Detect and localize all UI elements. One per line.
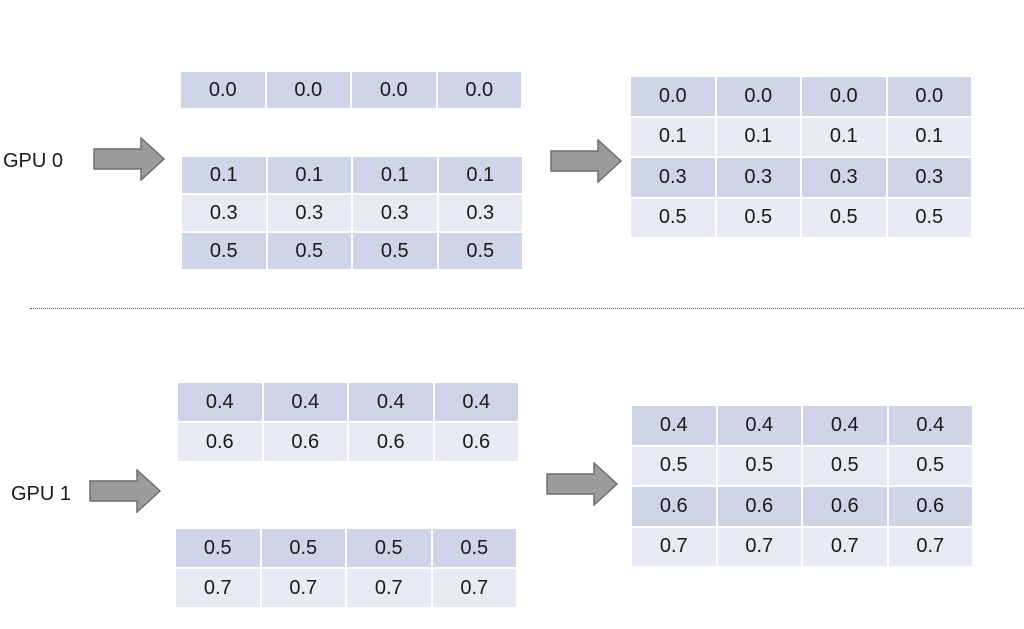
gpu0-label: GPU 0: [3, 150, 64, 172]
table-cell: 0.1: [436, 155, 524, 195]
table-cell: 0.0: [264, 70, 352, 110]
table-cell: 0.3: [885, 156, 973, 199]
table-cell: 0.3: [265, 193, 353, 233]
gpu0-input-bottom-table: 0.1 0.1 0.1 0.1 0.3 0.3 0.3 0.3 0.5 0.5 0.5 0.5: [180, 155, 524, 271]
gpu0-output-arrow-icon: [550, 139, 622, 183]
table-cell: 0.5: [715, 444, 803, 487]
table-cell: 0.5: [800, 196, 888, 239]
table-cell: 0.5: [430, 527, 518, 569]
table-row: 0.7 0.7 0.7 0.7: [174, 567, 518, 609]
gpu1-input-top-table: 0.4 0.4 0.4 0.4 0.6 0.6 0.6 0.6: [176, 381, 520, 463]
table-row: 0.4 0.4 0.4 0.4: [176, 381, 520, 423]
table-cell: 0.5: [351, 231, 439, 271]
table-cell: 0.6: [261, 421, 349, 463]
table-cell: 0.3: [180, 193, 268, 233]
gpu1-label: GPU 1: [11, 483, 72, 505]
table-cell: 0.1: [351, 155, 439, 195]
table-row: 0.0 0.0 0.0 0.0: [629, 75, 973, 118]
table-cell: 0.5: [345, 527, 433, 569]
gpu1-input-bottom-table: 0.5 0.5 0.5 0.5 0.7 0.7 0.7 0.7: [174, 527, 518, 609]
table-cell: 0.6: [715, 485, 803, 528]
table-cell: 0.0: [435, 70, 523, 110]
table-cell: 0.7: [259, 567, 347, 609]
table-row: 0.0 0.0 0.0 0.0: [179, 70, 523, 110]
table-cell: 0.0: [350, 70, 438, 110]
table-cell: 0.0: [629, 75, 717, 118]
table-cell: 0.3: [351, 193, 439, 233]
table-cell: 0.3: [629, 156, 717, 199]
table-row: 0.3 0.3 0.3 0.3: [180, 193, 524, 233]
table-cell: 0.1: [714, 115, 802, 158]
gpu0-input-arrow-icon: [93, 137, 165, 181]
table-cell: 0.5: [885, 196, 973, 239]
table-row: 0.4 0.4 0.4 0.4: [630, 404, 974, 447]
table-cell: 0.7: [430, 567, 518, 609]
table-cell: 0.3: [714, 156, 802, 199]
table-cell: 0.7: [345, 567, 433, 609]
table-cell: 0.6: [630, 485, 718, 528]
gpu0-output-table: 0.0 0.0 0.0 0.0 0.1 0.1 0.1 0.1 0.3 0.3 0.3 0.3 0.5 0…: [629, 75, 973, 239]
table-cell: 0.6: [801, 485, 889, 528]
table-cell: 0.3: [800, 156, 888, 199]
table-cell: 0.1: [885, 115, 973, 158]
table-cell: 0.5: [714, 196, 802, 239]
table-cell: 0.4: [261, 381, 349, 423]
table-cell: 0.4: [347, 381, 435, 423]
table-cell: 0.0: [885, 75, 973, 118]
table-row: 0.5 0.5 0.5 0.5: [629, 196, 973, 239]
table-row: 0.6 0.6 0.6 0.6: [176, 421, 520, 463]
table-cell: 0.1: [180, 155, 268, 195]
table-row: 0.5 0.5 0.5 0.5: [630, 444, 974, 487]
table-cell: 0.5: [259, 527, 347, 569]
table-cell: 0.0: [714, 75, 802, 118]
table-row: 0.1 0.1 0.1 0.1: [629, 115, 973, 158]
table-cell: 0.4: [886, 404, 974, 447]
table-cell: 0.6: [347, 421, 435, 463]
table-cell: 0.5: [801, 444, 889, 487]
table-cell: 0.1: [629, 115, 717, 158]
table-cell: 0.1: [800, 115, 888, 158]
table-row: 0.6 0.6 0.6 0.6: [630, 485, 974, 528]
gpu-divider: [30, 308, 1024, 309]
table-cell: 0.4: [432, 381, 520, 423]
table-cell: 0.7: [886, 525, 974, 568]
gpu1-output-arrow-icon: [546, 462, 618, 506]
table-cell: 0.5: [174, 527, 262, 569]
table-cell: 0.0: [179, 70, 267, 110]
table-cell: 0.3: [436, 193, 524, 233]
table-cell: 0.4: [630, 404, 718, 447]
table-cell: 0.0: [800, 75, 888, 118]
table-row: 0.5 0.5 0.5 0.5: [180, 231, 524, 271]
table-row: 0.5 0.5 0.5 0.5: [174, 527, 518, 569]
table-cell: 0.5: [886, 444, 974, 487]
table-row: 0.3 0.3 0.3 0.3: [629, 156, 973, 199]
table-cell: 0.5: [630, 444, 718, 487]
table-cell: 0.7: [630, 525, 718, 568]
table-cell: 0.4: [176, 381, 264, 423]
table-cell: 0.7: [174, 567, 262, 609]
table-cell: 0.5: [436, 231, 524, 271]
gpu1-input-arrow-icon: [89, 469, 161, 513]
gpu0-input-top-table: 0.0 0.0 0.0 0.0: [179, 70, 523, 110]
table-row: 0.7 0.7 0.7 0.7: [630, 525, 974, 568]
table-cell: 0.5: [265, 231, 353, 271]
table-cell: 0.5: [629, 196, 717, 239]
gpu1-output-table: 0.4 0.4 0.4 0.4 0.5 0.5 0.5 0.5 0.6 0.6 0.6 0.6 0.7 0…: [630, 404, 974, 568]
table-cell: 0.4: [801, 404, 889, 447]
table-cell: 0.6: [886, 485, 974, 528]
table-cell: 0.6: [432, 421, 520, 463]
table-cell: 0.5: [180, 231, 268, 271]
table-cell: 0.7: [801, 525, 889, 568]
table-cell: 0.6: [176, 421, 264, 463]
table-cell: 0.1: [265, 155, 353, 195]
table-row: 0.1 0.1 0.1 0.1: [180, 155, 524, 195]
table-cell: 0.7: [715, 525, 803, 568]
table-cell: 0.4: [715, 404, 803, 447]
